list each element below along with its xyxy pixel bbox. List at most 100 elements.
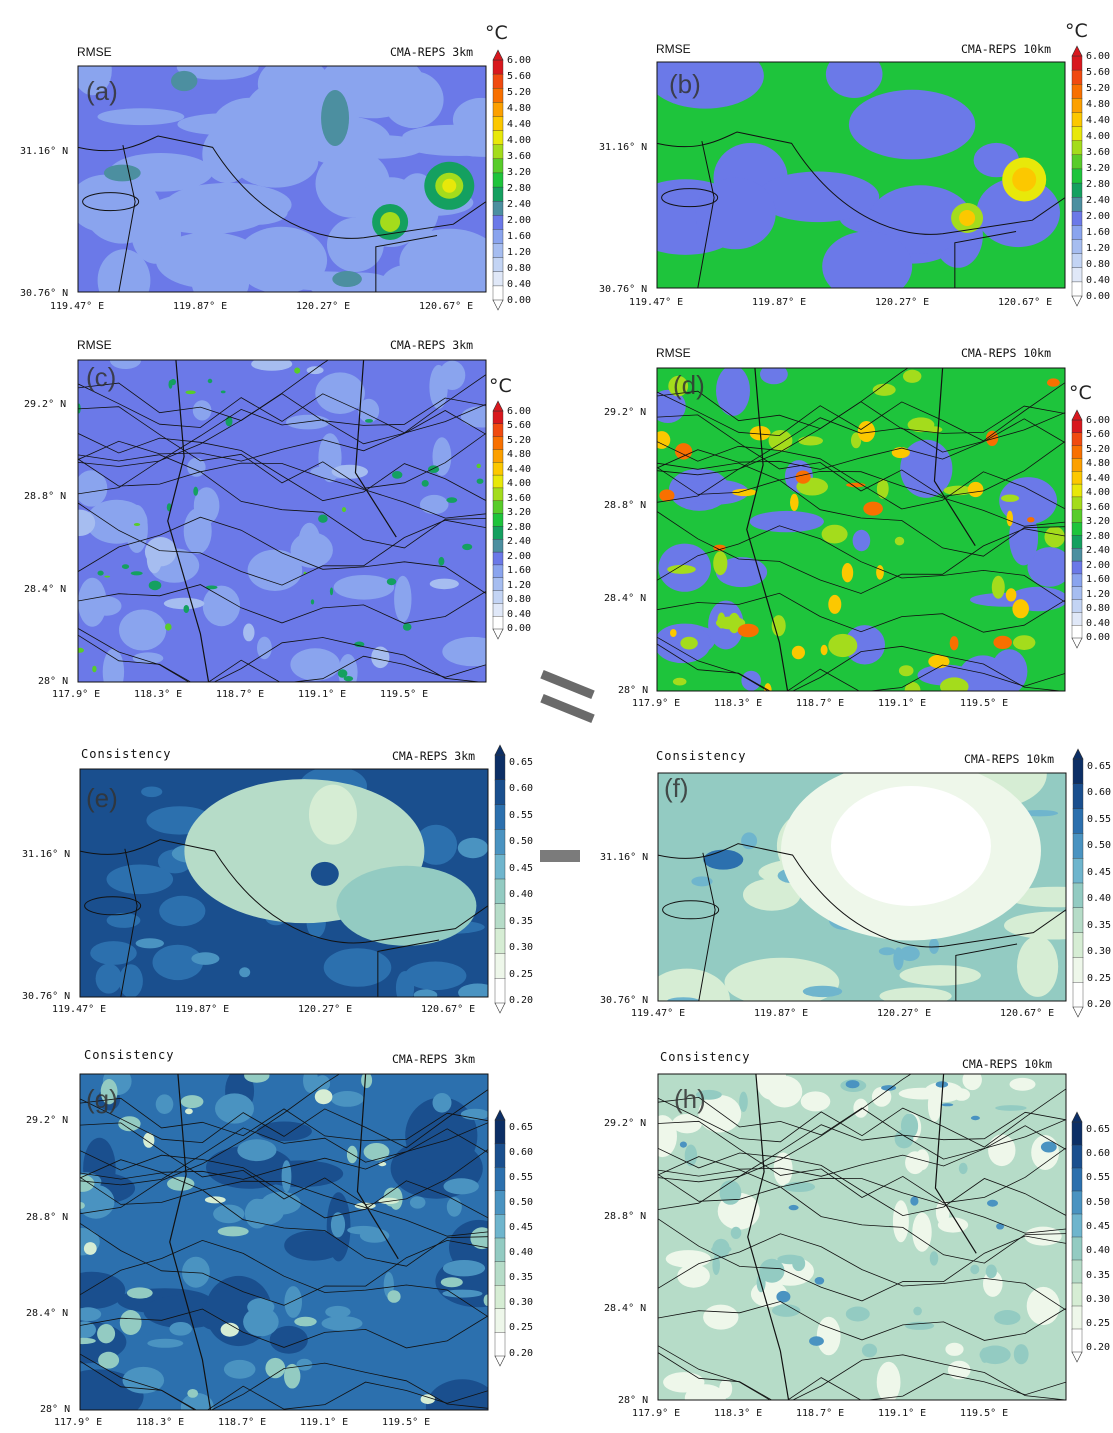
y-tick: 30.76° N bbox=[20, 288, 69, 299]
colorbar-tick: 0.45 bbox=[1086, 1221, 1111, 1232]
colorbar-tick: 0.60 bbox=[509, 783, 534, 794]
colorbar-tick: 0.40 bbox=[509, 889, 534, 900]
colorbar-tick: 3.60 bbox=[1086, 502, 1111, 513]
colorbar-tick: 0.55 bbox=[1087, 814, 1112, 825]
colorbar-tick: 0.35 bbox=[1087, 920, 1112, 931]
y-tick: 31.16° N bbox=[22, 849, 71, 860]
colorbar-tick: 0.55 bbox=[509, 810, 534, 821]
colorbar-tick: 1.60 bbox=[507, 231, 532, 242]
colorbar-tick: 0.40 bbox=[1086, 618, 1111, 629]
panel-title-left: RMSE bbox=[656, 346, 691, 360]
colorbar-tick: 0.00 bbox=[1086, 291, 1111, 302]
colorbar-tick: 0.50 bbox=[509, 836, 534, 847]
colorbar-tick: 0.45 bbox=[509, 1222, 534, 1233]
colorbar-tick: 4.00 bbox=[1086, 131, 1111, 142]
colorbar-tick: 5.20 bbox=[1086, 444, 1111, 455]
x-tick: 119.47° E bbox=[629, 297, 684, 308]
x-tick: 119.1° E bbox=[878, 1408, 927, 1419]
panel-title-right: CMA-REPS 10km bbox=[961, 42, 1052, 56]
panel-a: RMSE CMA-REPS 3km (a) °C 31.16° N 30.76°… bbox=[0, 0, 556, 320]
colorbar-tick: 0.00 bbox=[507, 295, 532, 306]
colorbar-tick: 0.45 bbox=[509, 863, 534, 874]
colorbar-tick: 1.20 bbox=[1086, 243, 1111, 254]
colorbar-tick: 3.60 bbox=[507, 493, 532, 504]
panel-f: Consistency CMA-REPS 10km (f) 31.16° N 3… bbox=[556, 715, 1113, 1040]
panel-title-right: CMA-REPS 10km bbox=[961, 346, 1052, 360]
colorbar-tick: 0.65 bbox=[1087, 761, 1112, 772]
gutter-mark bbox=[540, 850, 580, 862]
x-tick: 120.27° E bbox=[296, 301, 351, 312]
colorbar-tick: 0.80 bbox=[1086, 259, 1111, 270]
colorbar-tick: 2.00 bbox=[1086, 560, 1111, 571]
unit-label: °C bbox=[1069, 382, 1092, 404]
colorbar-tick: 0.60 bbox=[1087, 787, 1112, 798]
x-tick: 118.7° E bbox=[796, 1408, 845, 1419]
x-tick: 119.1° E bbox=[878, 698, 927, 709]
colorbar-tick: 0.25 bbox=[509, 969, 534, 980]
colorbar-tick: 0.20 bbox=[1087, 999, 1112, 1010]
y-tick: 28.8° N bbox=[604, 1211, 647, 1222]
colorbar-tick: 2.80 bbox=[1086, 531, 1111, 542]
panel-title-left: RMSE bbox=[77, 338, 112, 352]
panel-g: Consistency CMA-REPS 3km (g) 29.2° N 28.… bbox=[0, 1040, 556, 1433]
x-tick: 117.9° E bbox=[54, 1417, 103, 1428]
x-tick: 120.67° E bbox=[421, 1004, 476, 1015]
map-b bbox=[656, 45, 1083, 307]
colorbar-tick: 5.60 bbox=[507, 420, 532, 431]
x-tick: 119.47° E bbox=[52, 1004, 107, 1015]
panel-title-left: Consistency bbox=[656, 749, 747, 763]
panel-c: RMSE CMA-REPS 3km (c) °C 29.2° N 28.8° N… bbox=[0, 320, 556, 715]
colorbar-tick: 0.55 bbox=[1086, 1172, 1111, 1183]
y-tick: 28.8° N bbox=[26, 1212, 69, 1223]
colorbar-tick: 0.40 bbox=[1087, 893, 1112, 904]
colorbar-tick: 0.65 bbox=[509, 757, 534, 768]
colorbar-tick: 6.00 bbox=[507, 55, 532, 66]
map-g bbox=[79, 1073, 506, 1411]
colorbar-tick: 4.00 bbox=[507, 135, 532, 146]
y-tick: 30.76° N bbox=[600, 995, 649, 1006]
panel-title-right: CMA-REPS 3km bbox=[392, 1052, 476, 1066]
colorbar-tick: 2.40 bbox=[1086, 195, 1111, 206]
colorbar-tick: 6.00 bbox=[1086, 51, 1111, 62]
x-tick: 120.27° E bbox=[875, 297, 930, 308]
panel-label: (d) bbox=[673, 370, 705, 400]
colorbar-tick: 5.60 bbox=[1086, 67, 1111, 78]
colorbar-tick: 0.40 bbox=[1086, 275, 1111, 286]
colorbar-tick: 0.40 bbox=[509, 1247, 534, 1258]
unit-label: °C bbox=[485, 22, 508, 44]
x-tick: 120.27° E bbox=[877, 1008, 932, 1019]
y-tick: 31.16° N bbox=[600, 852, 649, 863]
colorbar-tick: 0.00 bbox=[1086, 632, 1111, 643]
colorbar-tick: 4.80 bbox=[507, 103, 532, 114]
y-tick: 28° N bbox=[618, 1395, 649, 1406]
colorbar-tick: 2.40 bbox=[507, 536, 532, 547]
x-tick: 119.87° E bbox=[752, 297, 807, 308]
colorbar-tick: 4.80 bbox=[507, 449, 532, 460]
panel-label: (g) bbox=[86, 1084, 118, 1114]
panel-label: (e) bbox=[86, 783, 118, 813]
colorbar-tick: 0.30 bbox=[1087, 946, 1112, 957]
colorbar-tick: 5.20 bbox=[507, 435, 532, 446]
panel-title-right: CMA-REPS 3km bbox=[390, 45, 474, 59]
map-e bbox=[79, 744, 506, 1014]
x-tick: 118.3° E bbox=[714, 698, 763, 709]
panel-title-right: CMA-REPS 3km bbox=[392, 749, 476, 763]
colorbar-tick: 0.25 bbox=[509, 1322, 534, 1333]
x-tick: 119.1° E bbox=[300, 1417, 349, 1428]
map-h bbox=[657, 1073, 1083, 1401]
x-tick: 119.47° E bbox=[50, 301, 105, 312]
colorbar-tick: 0.80 bbox=[1086, 603, 1111, 614]
colorbar-tick: 2.00 bbox=[507, 215, 532, 226]
map-f bbox=[657, 748, 1084, 1018]
x-tick: 117.9° E bbox=[52, 689, 101, 700]
y-tick: 28° N bbox=[618, 685, 649, 696]
colorbar-tick: 0.40 bbox=[507, 279, 532, 290]
colorbar-tick: 4.00 bbox=[507, 478, 532, 489]
x-tick: 118.7° E bbox=[216, 689, 265, 700]
y-tick: 31.16° N bbox=[20, 146, 69, 157]
x-tick: 119.5° E bbox=[382, 1417, 431, 1428]
colorbar-tick: 1.60 bbox=[1086, 227, 1111, 238]
x-tick: 119.87° E bbox=[173, 301, 228, 312]
colorbar-tick: 3.20 bbox=[507, 167, 532, 178]
y-tick: 29.2° N bbox=[604, 407, 647, 418]
